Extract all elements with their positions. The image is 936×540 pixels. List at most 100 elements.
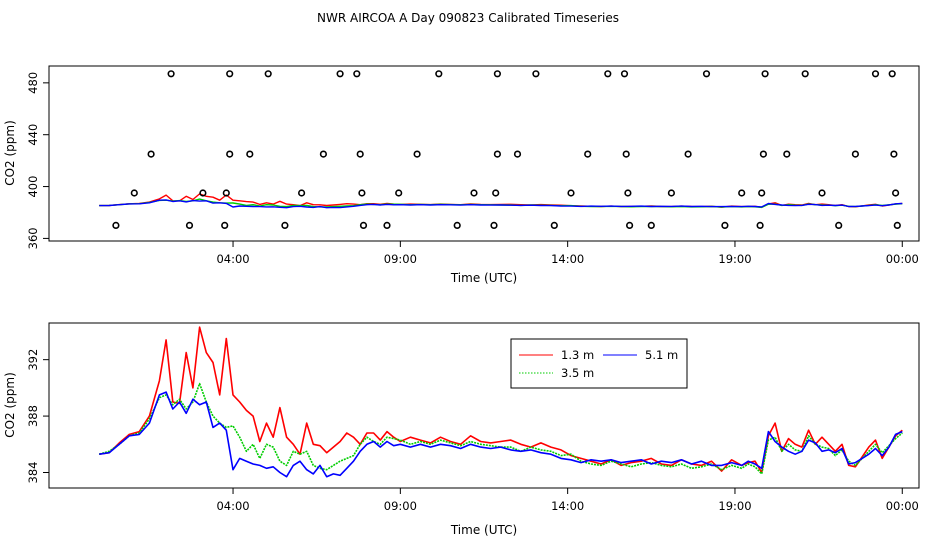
scatter-point [493,150,502,158]
top-x-tick-label: 14:00 [551,252,584,266]
top-x-axis: 04:00 09:00 14:00 19:00 00:00 [216,241,919,266]
scatter-point [702,70,711,78]
scatter-point [604,70,612,78]
scatter-point [891,189,900,197]
scatter-point [871,70,880,78]
scatter-point [199,189,207,197]
scatter-point [112,221,120,229]
legend-label-1-3m: 1.3 m [561,348,594,362]
scatter-point [222,189,230,197]
top-x-tick-label: 04:00 [216,252,249,266]
scatter-point [624,189,632,197]
bottom-plot-frame [48,322,920,489]
bottom-x-tick-label: 00:00 [886,499,919,513]
scatter-point [647,221,655,229]
top-scatter-points [112,70,901,229]
series-line-1-3-m [99,326,903,474]
bottom-x-tick-label: 14:00 [551,499,584,513]
top-plot-frame [48,65,920,242]
legend-label-3-5m: 3.5 m [561,366,594,380]
scatter-point [893,221,901,229]
scatter-point [493,70,502,78]
scatter-point [890,150,898,158]
scatter-point [226,70,234,78]
top-x-axis-title: Time (UTC) [450,271,517,285]
scatter-point [667,189,676,197]
scatter-point [470,189,478,197]
scatter-point [622,150,630,158]
scatter-point [246,150,254,158]
scatter-point [395,189,403,197]
bottom-x-tick-label: 04:00 [216,499,249,513]
bottom-x-axis: 04:00 09:00 14:00 19:00 00:00 [216,488,919,513]
top-y-tick-label: 440 [26,124,40,146]
scatter-point [358,189,366,197]
bottom-x-tick-label: 19:00 [718,499,751,513]
scatter-point [851,150,860,158]
top-panel: 04:00 09:00 14:00 19:00 00:00 360 400 440 480 T… [3,65,920,285]
bottom-x-axis-title: Time (UTC) [450,523,517,537]
scatter-point [359,221,368,229]
top-series-lines [99,193,903,209]
top-y-tick-label: 360 [26,227,40,249]
scatter-point [761,70,769,78]
scatter-point [435,70,443,78]
scatter-point [185,221,194,229]
bottom-y-tick-label: 388 [26,405,40,427]
legend: 1.3 m 3.5 m 5.1 m [510,338,688,389]
bottom-panel: 04:00 09:00 14:00 19:00 00:00 384 388 392 Time… [3,322,920,537]
top-y-axis-title: CO2 (ppm) [3,120,17,186]
scatter-point [413,150,421,158]
scatter-point [336,70,344,78]
scatter-point [620,70,629,78]
scatter-point [684,150,692,158]
bottom-series-lines [98,326,903,478]
scatter-point [221,221,229,229]
scatter-point [383,221,391,229]
scatter-point [532,70,540,78]
scatter-point [783,150,791,158]
scatter-point [353,70,361,78]
scatter-point [550,221,558,229]
scatter-point [264,70,272,78]
chart-title: NWR AIRCOA A Day 090823 Calibrated Times… [317,11,619,25]
top-y-axis: 360 400 440 480 [26,72,49,249]
scatter-point [801,70,809,78]
scatter-point [147,150,155,158]
scatter-point [738,189,746,197]
scatter-point [167,70,175,78]
top-x-tick-label: 09:00 [384,252,417,266]
scatter-point [818,189,826,197]
top-y-tick-label: 480 [26,72,40,94]
scatter-point [130,189,138,197]
legend-box [510,338,688,389]
bottom-y-axis: 384 388 392 [26,349,49,484]
scatter-point [759,150,768,158]
top-x-tick-label: 00:00 [886,252,919,266]
series-line-3-5-m [98,382,903,475]
scatter-point [625,221,634,229]
scatter-point [756,221,764,229]
scatter-point [298,189,306,197]
scatter-point [492,189,500,197]
scatter-point [758,189,766,197]
scatter-point [888,70,896,78]
scatter-point [226,150,234,158]
bottom-y-tick-label: 392 [26,349,40,371]
legend-label-5-1m: 5.1 m [645,348,678,362]
scatter-point [281,221,289,229]
scatter-point [567,189,575,197]
scatter-point [490,221,498,229]
scatter-point [356,150,364,158]
scatter-point [721,221,729,229]
bottom-y-axis-title: CO2 (ppm) [3,372,17,438]
scatter-point [584,150,592,158]
bottom-x-tick-label: 09:00 [384,499,417,513]
top-series-line-5-1-m [99,199,903,209]
scatter-point [319,150,328,158]
bottom-y-tick-label: 384 [26,462,40,484]
top-y-tick-label: 400 [26,176,40,198]
scatter-point [835,221,843,229]
scatter-point [453,221,461,229]
